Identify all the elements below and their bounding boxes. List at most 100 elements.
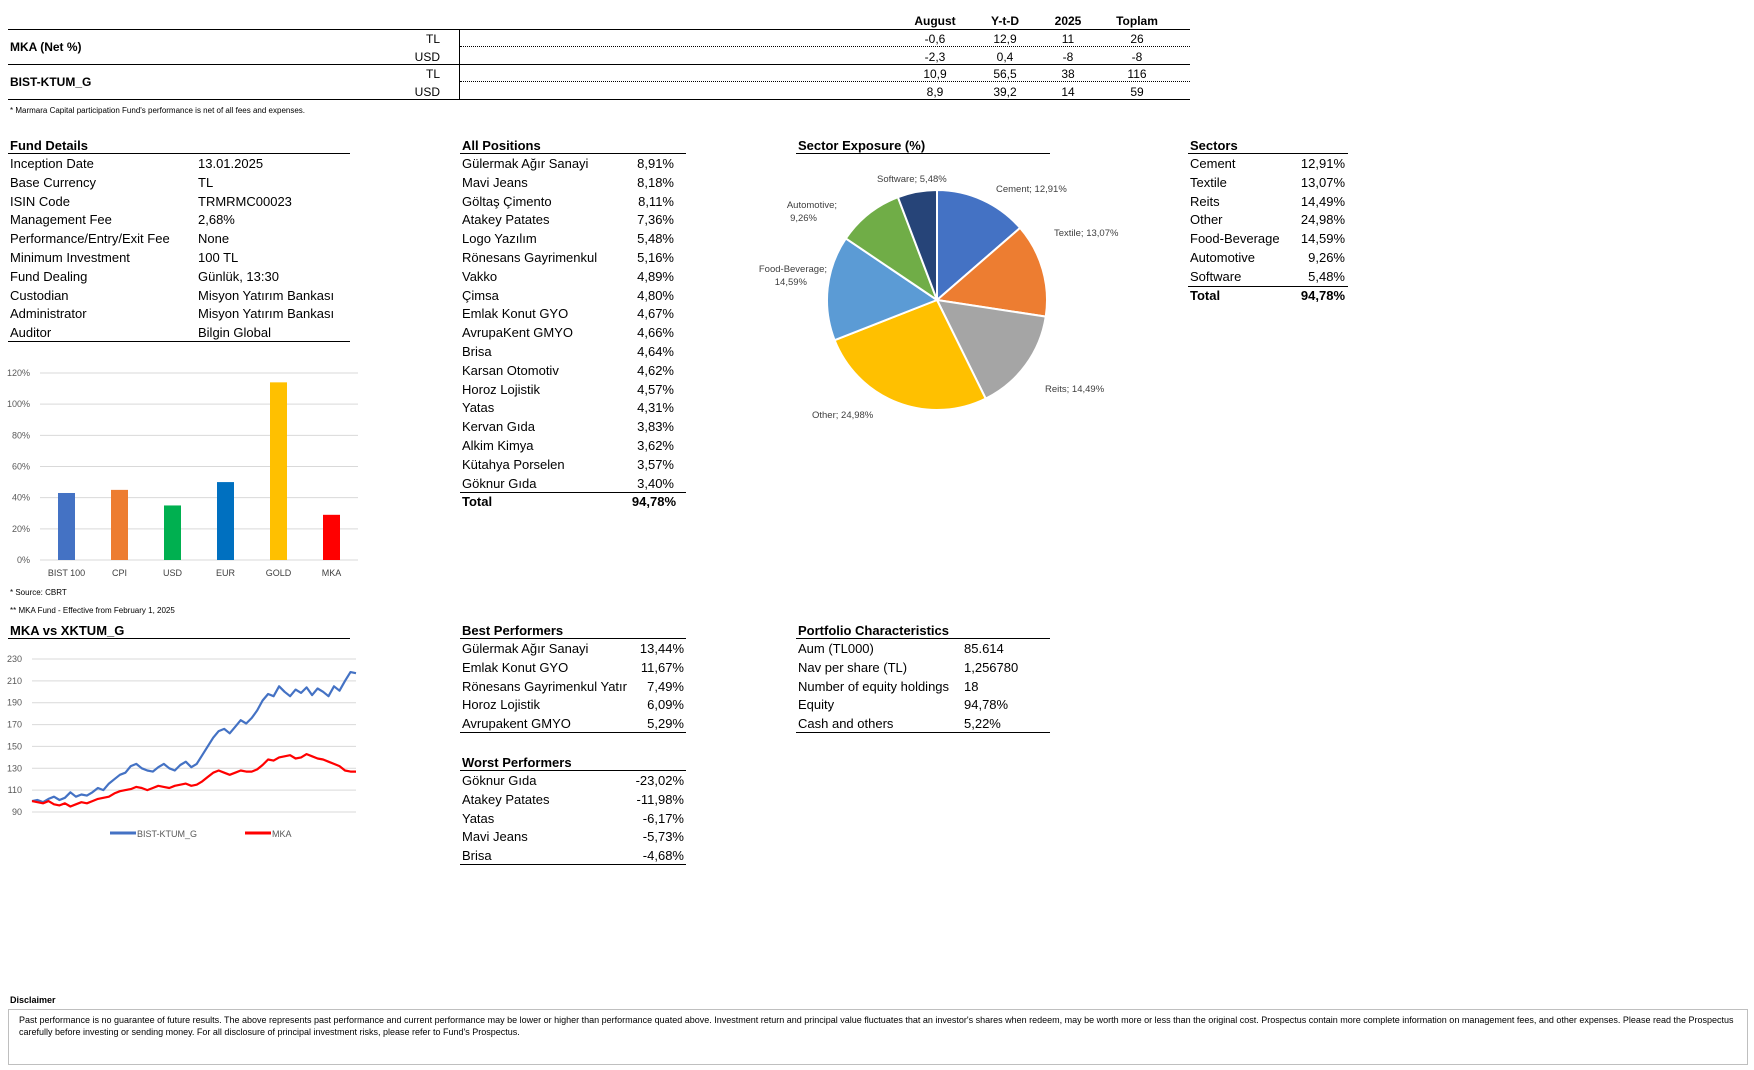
- list-item-name: Yatas: [462, 810, 495, 826]
- list-item-value: 4,31%: [637, 400, 674, 416]
- list-item-name: Avrupakent GMYO: [462, 716, 571, 732]
- list-item-value: 13,07%: [1300, 174, 1345, 190]
- divider: [8, 153, 350, 154]
- y-tick-label: 210: [7, 676, 22, 686]
- divider: [8, 341, 350, 342]
- legend-label: BIST-KTUM_G: [137, 829, 197, 839]
- performance-value: -2,3: [924, 50, 946, 64]
- list-item-value: 4,62%: [637, 362, 674, 378]
- total-value: 94,78%: [631, 494, 676, 510]
- fund-detail-label: Minimum Investment: [10, 250, 130, 265]
- pie-slice: [936, 188, 1022, 303]
- list-item-name: Logo Yazılım: [462, 231, 537, 247]
- divider: [796, 638, 1050, 639]
- slice-label: Software; 5,48%: [877, 174, 947, 185]
- characteristic-value: 94,78%: [964, 697, 1009, 713]
- slice-label: Reits; 14,49%: [1045, 384, 1105, 395]
- series-line: [31, 752, 356, 808]
- list-item-name: Karsan Otomotiv: [462, 362, 559, 378]
- divider: [8, 64, 1190, 65]
- y-tick-label: 120%: [7, 368, 30, 378]
- characteristic-label: Equity: [798, 697, 835, 713]
- x-tick-label: GOLD: [266, 568, 292, 578]
- y-tick-label: 40%: [12, 493, 30, 503]
- list-item-value: 3,57%: [637, 456, 674, 472]
- benchmark-name: BIST-KTUM_G: [10, 75, 92, 89]
- y-tick-label: 170: [7, 720, 22, 730]
- source-footnote: * Source: CBRT: [10, 588, 67, 597]
- characteristic-value: 1,256780: [964, 659, 1019, 675]
- bar: [164, 505, 181, 560]
- fund-detail-value: Misyon Yatırım Bankası: [198, 306, 335, 322]
- list-item-value: -6,17%: [642, 810, 684, 826]
- characteristic-value: 85.614: [964, 641, 1004, 656]
- performance-value: 38: [1061, 67, 1075, 81]
- returns-bar-chart: 0% 20% 40% 60% 80% 100% 120% BIST 100 CPI USD EUR G…: [7, 368, 358, 578]
- list-item-name: Reits: [1190, 193, 1220, 209]
- list-item-name: Göknur Gıda: [462, 475, 537, 491]
- bar: [58, 492, 75, 560]
- performance-value: 10,9: [923, 67, 947, 81]
- list-item-value: 4,80%: [637, 287, 674, 303]
- list-item-name: Horoz Lojistik: [462, 697, 541, 713]
- portfolio-characteristics-title: Portfolio Characteristics: [798, 623, 949, 638]
- list-item-name: Kütahya Porselen: [462, 456, 565, 472]
- divider: [460, 770, 686, 771]
- list-item-value: 3,40%: [637, 475, 674, 491]
- sectors-title: Sectors: [1190, 138, 1238, 153]
- y-tick-label: 110: [8, 785, 22, 795]
- x-tick-label: USD: [163, 568, 183, 578]
- y-tick-label: 90: [12, 807, 22, 817]
- list-item-name: Gülermak Ağır Sanayi: [462, 641, 589, 656]
- divider: [460, 492, 686, 494]
- list-item-name: Emlak Konut GYO: [462, 306, 569, 322]
- x-tick-label: CPI: [112, 568, 127, 578]
- list-item-value: 8,91%: [637, 156, 674, 171]
- pie-slice: [896, 188, 938, 301]
- y-tick-label: 20%: [12, 524, 30, 534]
- divider: [8, 638, 350, 639]
- list-item-value: 14,59%: [1300, 231, 1345, 247]
- fund-detail-label: Performance/Entry/Exit Fee: [10, 231, 170, 247]
- currency-label: TL: [425, 67, 440, 81]
- fund-detail-label: Fund Dealing: [10, 268, 88, 284]
- y-tick-label: 100%: [7, 399, 30, 409]
- performance-value: -0,6: [924, 32, 946, 46]
- pie-slice: [934, 226, 1048, 318]
- fund-detail-value: Misyon Yatırım Bankası: [198, 287, 335, 303]
- y-tick-label: 190: [7, 698, 22, 708]
- list-item-name: Textile: [1190, 174, 1227, 190]
- performance-value: 11: [1061, 32, 1075, 46]
- performance-value: 8,9: [926, 85, 944, 99]
- list-item-value: 4,89%: [637, 268, 674, 284]
- list-item-value: -11,98%: [636, 791, 684, 807]
- effective-footnote: ** MKA Fund - Effective from February 1,…: [10, 606, 175, 615]
- disclaimer-title: Disclaimer: [10, 995, 56, 1005]
- list-item-name: Rönesans Gayrimenkul: [462, 250, 598, 265]
- list-item-name: Horoz Lojistik: [462, 381, 541, 397]
- benchmark-name: MKA (Net %): [10, 40, 82, 54]
- fund-detail-value: TRMRMC00023: [198, 193, 292, 209]
- list-item-name: Other: [1190, 212, 1223, 228]
- list-item-value: 14,49%: [1300, 193, 1345, 209]
- slice-label: Cement; 12,91%: [996, 184, 1067, 195]
- list-item-name: Brisa: [462, 848, 492, 864]
- list-item-value: 7,49%: [647, 678, 684, 694]
- list-item-name: Çimsa: [462, 287, 499, 303]
- list-item-value: 8,18%: [637, 174, 674, 190]
- sector-exposure-title: Sector Exposure (%): [798, 138, 926, 153]
- list-item-value: 7,36%: [637, 212, 674, 228]
- list-item-value: 9,26%: [1308, 250, 1345, 265]
- list-item-value: 5,48%: [1308, 268, 1345, 284]
- performance-value: 56,5: [993, 67, 1017, 81]
- y-tick-label: 0%: [17, 555, 30, 565]
- list-item-value: 5,48%: [637, 231, 674, 247]
- list-item-value: 12,91%: [1300, 156, 1345, 171]
- disclaimer-text: Past performance is no guarantee of futu…: [19, 1015, 1734, 1037]
- bar: [217, 482, 234, 560]
- list-item-value: 3,62%: [637, 438, 674, 453]
- pie-slice: [833, 298, 988, 411]
- list-item-value: 3,83%: [637, 419, 674, 435]
- list-item-value: 4,64%: [637, 344, 674, 359]
- sector-pie-chart: Cement; 12,91% Textile; 13,07% Reits; 14,4…: [759, 174, 1119, 421]
